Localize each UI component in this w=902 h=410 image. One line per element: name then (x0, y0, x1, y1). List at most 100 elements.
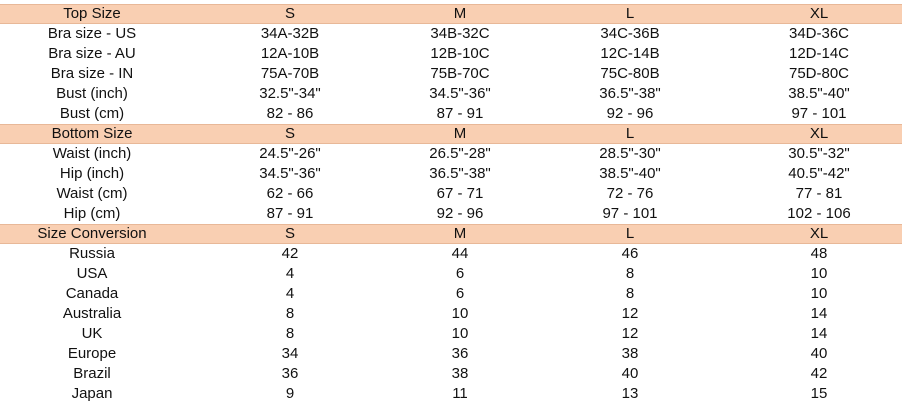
size-header: L (625, 125, 635, 142)
row-label: Australia (62, 305, 122, 322)
size-row: Waist (cm) 62 - 66 67 - 71 72 - 76 77 - 81 (0, 184, 902, 204)
section-header: Size Conversion S M L XL (0, 224, 902, 244)
section-header: Bottom Size S M L XL (0, 124, 902, 144)
size-header: S (284, 225, 295, 242)
size-value: 38.5"-40" (788, 85, 850, 102)
section-title: Size Conversion (37, 225, 147, 242)
row-label: Canada (65, 285, 119, 302)
size-value: 34.5"-36" (429, 85, 491, 102)
size-row: Hip (inch) 34.5"-36" 36.5"-38" 38.5"-40" 40.… (0, 164, 902, 184)
row-label: USA (76, 265, 108, 282)
size-header: L (625, 225, 635, 242)
row-label: Russia (69, 245, 115, 262)
size-value: 10 (451, 305, 469, 322)
size-value: 8 (285, 325, 295, 342)
size-value: 34 (281, 345, 299, 362)
size-value: 75B-70C (430, 65, 490, 82)
size-value: 8 (285, 305, 295, 322)
row-label: Waist (cm) (56, 185, 128, 202)
section-title: Top Size (63, 5, 121, 22)
size-header: XL (809, 225, 829, 242)
size-row: Australia 8 10 12 14 (0, 304, 902, 324)
size-header: L (625, 5, 635, 22)
size-value: 97 - 101 (791, 105, 847, 122)
size-value: 15 (810, 385, 828, 402)
size-value: 40 (621, 365, 639, 382)
size-value: 12B-10C (430, 45, 490, 62)
size-value: 48 (810, 245, 828, 262)
size-value: 102 - 106 (787, 205, 851, 222)
size-header: M (453, 125, 467, 142)
row-label: Bra size - US (47, 25, 137, 42)
size-header: S (284, 125, 295, 142)
size-value: 42 (281, 245, 299, 262)
size-row: Bust (inch) 32.5"-34" 34.5"-36" 36.5"-38" 38… (0, 84, 902, 104)
size-value: 28.5"-30" (599, 145, 661, 162)
section-header: Top Size S M L XL (0, 4, 902, 24)
size-row: Bra size - US 34A-32B 34B-32C 34C-36B 34D-36… (0, 24, 902, 44)
size-header: S (284, 5, 295, 22)
size-value: 13 (621, 385, 639, 402)
size-value: 14 (810, 305, 828, 322)
size-value: 12D-14C (788, 45, 850, 62)
size-row: Europe 34 36 38 40 (0, 344, 902, 364)
size-value: 34B-32C (430, 25, 490, 42)
size-value: 36.5"-38" (599, 85, 661, 102)
size-value: 40 (810, 345, 828, 362)
size-value: 4 (285, 265, 295, 282)
row-label: Bust (cm) (59, 105, 125, 122)
row-label: Bust (inch) (56, 85, 128, 102)
row-label: Japan (71, 385, 113, 402)
size-value: 72 - 76 (606, 185, 654, 202)
size-value: 38 (451, 365, 469, 382)
row-label: Brazil (73, 365, 111, 382)
size-value: 46 (621, 245, 639, 262)
size-header: XL (809, 125, 829, 142)
row-label: Europe (67, 345, 117, 362)
size-value: 32.5"-34" (259, 85, 321, 102)
row-label: Bra size - AU (48, 45, 136, 62)
size-value: 97 - 101 (602, 205, 658, 222)
size-value: 10 (451, 325, 469, 342)
size-value: 12C-14B (600, 45, 660, 62)
size-value: 77 - 81 (795, 185, 843, 202)
size-value: 14 (810, 325, 828, 342)
size-value: 12 (621, 305, 639, 322)
size-row: Canada 4 6 8 10 (0, 284, 902, 304)
size-row: Japan 9 11 13 15 (0, 384, 902, 404)
size-value: 92 - 96 (436, 205, 484, 222)
size-value: 44 (451, 245, 469, 262)
size-row: Bra size - AU 12A-10B 12B-10C 12C-14B 12D-14… (0, 44, 902, 64)
size-header: M (453, 225, 467, 242)
size-value: 38.5"-40" (599, 165, 661, 182)
size-value: 87 - 91 (266, 205, 314, 222)
size-value: 10 (810, 285, 828, 302)
size-row: Brazil 36 38 40 42 (0, 364, 902, 384)
size-value: 6 (455, 265, 465, 282)
size-value: 34C-36B (600, 25, 660, 42)
size-row: UK 8 10 12 14 (0, 324, 902, 344)
size-row: Bust (cm) 82 - 86 87 - 91 92 - 96 97 - 101 (0, 104, 902, 124)
section-title: Bottom Size (51, 125, 133, 142)
row-label: UK (81, 325, 103, 342)
size-value: 24.5"-26" (259, 145, 321, 162)
size-value: 42 (810, 365, 828, 382)
size-value: 10 (810, 265, 828, 282)
size-value: 9 (285, 385, 295, 402)
size-header: M (453, 5, 467, 22)
size-value: 62 - 66 (266, 185, 314, 202)
size-value: 34.5"-36" (259, 165, 321, 182)
size-value: 36 (451, 345, 469, 362)
size-value: 75A-70B (260, 65, 320, 82)
row-label: Waist (inch) (52, 145, 132, 162)
size-value: 8 (625, 285, 635, 302)
size-value: 82 - 86 (266, 105, 314, 122)
size-row: Russia 42 44 46 48 (0, 244, 902, 264)
size-row: Bra size - IN 75A-70B 75B-70C 75C-80B 75D-80… (0, 64, 902, 84)
size-value: 40.5"-42" (788, 165, 850, 182)
size-value: 75C-80B (600, 65, 660, 82)
size-value: 75D-80C (788, 65, 850, 82)
row-label: Hip (cm) (63, 205, 121, 222)
size-row: Waist (inch) 24.5"-26" 26.5"-28" 28.5"-30" 3… (0, 144, 902, 164)
size-value: 34D-36C (788, 25, 850, 42)
